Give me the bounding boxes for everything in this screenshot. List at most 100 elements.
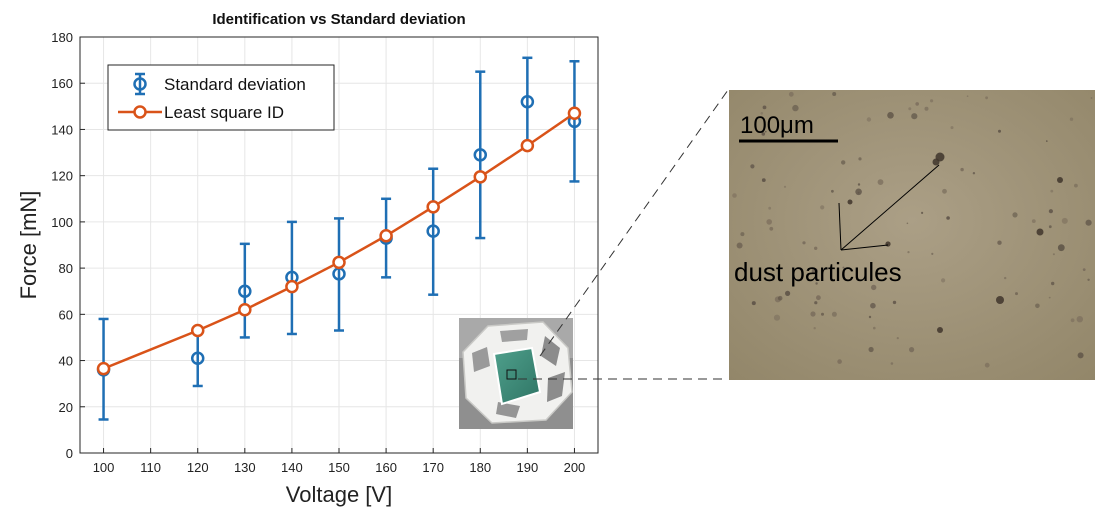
dust-particle xyxy=(1012,212,1018,218)
dust-particle xyxy=(932,158,940,166)
dust-particle xyxy=(1087,278,1090,281)
dust-particle xyxy=(871,284,877,291)
least-square-line xyxy=(103,112,576,370)
dust-particle xyxy=(831,189,834,193)
legend-errorbar-marker xyxy=(133,77,147,91)
device-window xyxy=(472,347,490,372)
least-square-marker xyxy=(426,200,440,214)
dust-particle xyxy=(1048,225,1052,229)
dust-particle xyxy=(950,126,954,130)
least-square-marker xyxy=(567,106,582,121)
dust-particle xyxy=(892,300,897,305)
least-square-marker xyxy=(96,361,111,376)
dust-particle xyxy=(966,95,969,97)
y-tick-label: 160 xyxy=(51,76,73,91)
dust-particle xyxy=(1090,97,1093,99)
errorbar-marker xyxy=(238,284,252,298)
errorbar-point xyxy=(473,70,488,240)
x-tick-label: 110 xyxy=(140,460,161,475)
dust-particle xyxy=(765,130,767,133)
dust-particle xyxy=(762,105,767,110)
y-tick-label: 120 xyxy=(51,169,73,184)
legend-box xyxy=(107,64,335,131)
dust-particle xyxy=(815,282,818,285)
dust-particle xyxy=(915,102,919,106)
dust-particle xyxy=(1076,316,1084,323)
dust-particle xyxy=(1052,253,1055,256)
errorbar-point xyxy=(238,242,252,339)
x-tick-label: 190 xyxy=(517,460,539,475)
microscope-image xyxy=(729,90,1095,380)
least-square-marker xyxy=(238,302,252,317)
dust-particle xyxy=(813,327,816,330)
dust-particle xyxy=(942,188,947,194)
device-photo xyxy=(459,318,573,429)
device-green-face xyxy=(492,346,542,406)
dust-particle xyxy=(1048,296,1051,299)
x-tick-label: 100 xyxy=(93,460,115,475)
dust-particle xyxy=(924,106,929,111)
least-square-marker xyxy=(473,170,488,184)
dust-particle xyxy=(1085,219,1092,226)
x-tick-label: 150 xyxy=(328,460,350,475)
dust-particle xyxy=(832,92,837,96)
scale-bar-label: 100μm xyxy=(740,112,814,139)
x-tick-label: 130 xyxy=(234,460,256,475)
dust-particle xyxy=(885,241,891,247)
dust-particle xyxy=(1077,352,1084,359)
least-square-marker xyxy=(520,138,535,153)
x-tick-label: 170 xyxy=(422,460,444,475)
microscope-inset: 100μm dust particules xyxy=(729,90,1095,380)
annotation-pointers xyxy=(838,164,940,251)
least-square-marker xyxy=(285,279,299,294)
dust-particle xyxy=(766,219,772,225)
dust-particle xyxy=(777,295,783,301)
dust-particle xyxy=(1070,318,1075,323)
dust-particle xyxy=(761,178,766,183)
dust-particle xyxy=(1046,140,1048,142)
dust-particle xyxy=(1050,189,1054,193)
dust-particle xyxy=(1082,268,1086,271)
dust-particle xyxy=(906,222,909,225)
dust-particle xyxy=(857,183,861,186)
dust-particle xyxy=(1069,117,1074,121)
dust-particle xyxy=(837,359,842,364)
dust-particle xyxy=(1057,177,1063,183)
dust-particle xyxy=(1057,244,1065,252)
dust-particle xyxy=(1004,276,1007,280)
dust-particle xyxy=(760,112,764,115)
legend-entry-standard-deviation: Standard deviation xyxy=(133,72,306,96)
legend: Standard deviation Least square ID xyxy=(107,64,335,131)
legend-label-least-square-id: Least square ID xyxy=(164,103,284,122)
dust-particle xyxy=(761,132,766,136)
dust-particle xyxy=(946,216,950,220)
x-axis-label: Voltage [V] xyxy=(286,482,392,507)
dust-particle xyxy=(896,337,899,340)
dust-particle xyxy=(998,129,1001,133)
y-tick-label: 100 xyxy=(51,215,73,230)
dust-particle xyxy=(866,117,872,122)
dust-particle xyxy=(820,205,825,210)
dust-particle xyxy=(972,172,976,175)
dust-particle xyxy=(841,160,846,165)
dust-particle xyxy=(858,157,862,161)
dust-particle xyxy=(931,252,934,255)
dust-particle xyxy=(930,99,934,103)
dust-particle xyxy=(1061,217,1068,224)
dust-particle xyxy=(732,193,737,198)
legend-label-standard-deviation: Standard deviation xyxy=(164,75,306,94)
zoom-line-upper xyxy=(539,89,729,357)
device-window xyxy=(496,402,520,418)
chart-title: Identification vs Standard deviation xyxy=(212,11,465,28)
dust-particle xyxy=(768,206,772,210)
errorbar-marker xyxy=(520,94,535,109)
dust-particle xyxy=(788,91,794,97)
zoom-region-marker xyxy=(506,369,517,380)
x-tick-label: 180 xyxy=(469,460,491,475)
errorbar-point xyxy=(520,56,535,147)
y-axis: 0 20 40 60 80 100 120 140 160 180 xyxy=(51,30,85,461)
dust-particle xyxy=(873,326,876,330)
dust-particle xyxy=(1015,292,1018,296)
dust-particle xyxy=(751,301,756,306)
